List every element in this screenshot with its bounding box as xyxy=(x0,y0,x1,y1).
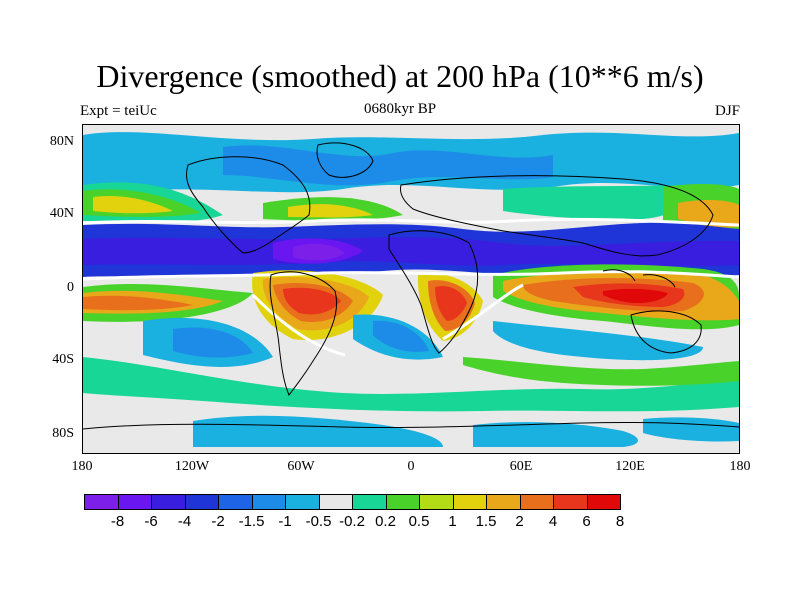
experiment-label: Expt = teiUc xyxy=(80,103,157,119)
colorbar-swatch xyxy=(553,494,588,510)
colorbar-tick-label: -0.5 xyxy=(305,513,332,530)
lon-label-120w: 120W xyxy=(174,459,210,474)
colorbar-swatch xyxy=(385,494,420,510)
lon-label-60e: 60E xyxy=(509,459,533,474)
colorbar-tick-label: 2 xyxy=(515,513,524,530)
period-label: 0680kyr BP xyxy=(363,101,437,117)
lat-label-80n: 80N xyxy=(49,134,74,149)
colorbar-swatch xyxy=(486,494,521,510)
lat-label-80s: 80S xyxy=(52,426,74,441)
colorbar-tick-label: 0.5 xyxy=(408,513,430,530)
colorbar-swatch xyxy=(251,494,286,510)
colorbar-tick-label: -1.5 xyxy=(238,513,265,530)
colorbar-swatch xyxy=(318,494,353,510)
colorbar-tick-label: -0.2 xyxy=(339,513,365,530)
colorbar-tick-label: 8 xyxy=(615,513,625,530)
colorbar-tick-label: 6 xyxy=(582,513,591,530)
colorbar-tick-label: -2 xyxy=(211,513,225,530)
divergence-map xyxy=(82,124,740,454)
colorbar-swatch xyxy=(117,494,152,510)
lon-label-180w: 180 xyxy=(71,459,93,474)
colorbar-tick-label: -6 xyxy=(144,513,158,530)
colorbar-tick-label: 1 xyxy=(448,513,457,530)
colorbar-swatch xyxy=(184,494,219,510)
colorbar-swatch xyxy=(419,494,454,510)
lon-label-120e: 120E xyxy=(615,459,645,474)
colorbar-swatch xyxy=(84,494,119,510)
colorbar-tick-label: 4 xyxy=(548,513,558,530)
lon-label-0: 0 xyxy=(407,459,415,474)
plot-title: Divergence (smoothed) at 200 hPa (10**6 … xyxy=(96,58,704,94)
map-canvas xyxy=(83,125,739,453)
colorbar-tick-label: -8 xyxy=(110,513,125,530)
colorbar-tick-label: -1 xyxy=(278,513,292,530)
colorbar-swatch xyxy=(352,494,387,510)
lat-label-40s: 40S xyxy=(52,352,74,367)
lon-label-60w: 60W xyxy=(287,459,315,474)
colorbar-swatch xyxy=(586,494,621,510)
colorbar-swatch xyxy=(218,494,253,510)
colorbar xyxy=(84,494,621,510)
colorbar-swatch xyxy=(519,494,554,510)
colorbar-tick-label: -4 xyxy=(177,513,192,530)
colorbar-swatch xyxy=(151,494,186,510)
colorbar-swatch xyxy=(285,494,320,510)
colorbar-tick-label: 0.2 xyxy=(375,513,396,530)
colorbar-swatch xyxy=(452,494,487,510)
season-label: DJF xyxy=(714,103,740,119)
lon-label-180e: 180 xyxy=(729,459,751,474)
lat-label-40n: 40N xyxy=(49,206,74,221)
colorbar-tick-label: 1.5 xyxy=(475,513,497,530)
lat-label-0: 0 xyxy=(67,280,74,295)
